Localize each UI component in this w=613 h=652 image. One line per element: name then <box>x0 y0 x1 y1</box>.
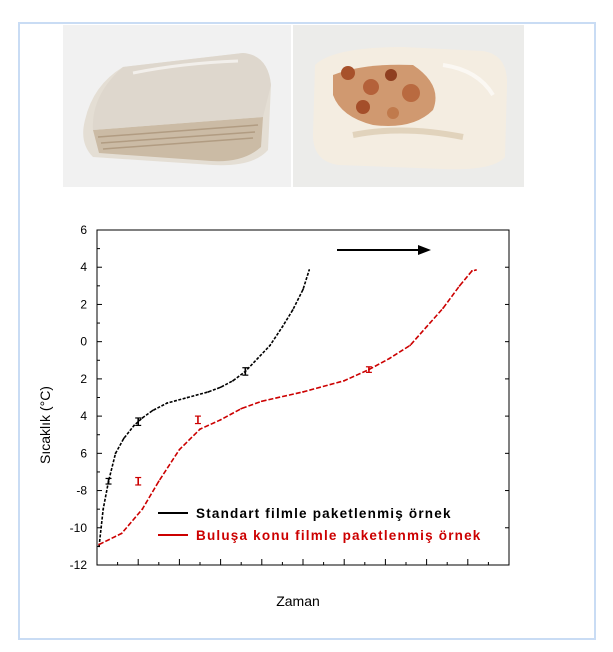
legend-label-invention: Buluşa konu filmle paketlenmiş örnek <box>196 528 482 543</box>
data-point <box>98 544 100 546</box>
data-point <box>257 358 259 360</box>
data-point <box>220 419 222 421</box>
data-point <box>471 270 473 272</box>
right-arrow-icon <box>337 245 431 255</box>
x-axis-title: Zaman <box>276 593 320 609</box>
data-point <box>240 408 242 410</box>
data-point <box>442 307 444 309</box>
legend: Standart filmle paketlenmiş örnek Buluşa… <box>158 506 482 543</box>
data-point <box>459 285 461 287</box>
data-point <box>121 532 123 534</box>
data-point <box>343 380 345 382</box>
data-point <box>232 380 234 382</box>
data-point <box>187 397 189 399</box>
series-line-invention <box>99 270 476 545</box>
y-tick-label: 4 <box>80 409 87 423</box>
y-tick-label: 4 <box>80 260 87 274</box>
data-point <box>102 508 104 510</box>
data-point <box>261 400 263 402</box>
data-point <box>179 449 181 451</box>
data-point <box>141 417 143 419</box>
data-point <box>141 508 143 510</box>
data-point <box>269 344 271 346</box>
data-point <box>98 545 100 547</box>
y-tick-label: 6 <box>80 223 87 237</box>
legend-label-standard: Standart filmle paketlenmiş örnek <box>196 506 452 521</box>
data-point <box>426 326 428 328</box>
y-tick-label: 2 <box>80 372 87 386</box>
data-point <box>158 480 160 482</box>
data-point <box>302 391 304 393</box>
data-point <box>166 402 168 404</box>
y-tick-label: 6 <box>80 446 87 460</box>
y-tick-label: -10 <box>70 521 88 535</box>
data-point <box>389 358 391 360</box>
y-tick-label: 2 <box>80 297 87 311</box>
data-point <box>123 438 125 440</box>
data-point <box>282 326 284 328</box>
x-axis-ticks <box>97 559 509 565</box>
data-point <box>207 391 209 393</box>
data-point <box>308 269 310 271</box>
data-point <box>152 410 154 412</box>
data-point <box>409 344 411 346</box>
data-point <box>115 452 117 454</box>
y-tick-label: 0 <box>80 335 87 349</box>
y-axis-title: Sıcaklık (°C) <box>37 386 53 464</box>
y-tick-label: -8 <box>76 484 87 498</box>
data-point <box>199 428 201 430</box>
y-tick-label: -12 <box>70 558 88 572</box>
series-line-standard <box>99 270 309 546</box>
data-point <box>133 425 135 427</box>
data-point <box>220 386 222 388</box>
data-point <box>475 269 477 271</box>
data-point <box>302 289 304 291</box>
data-point <box>292 309 294 311</box>
